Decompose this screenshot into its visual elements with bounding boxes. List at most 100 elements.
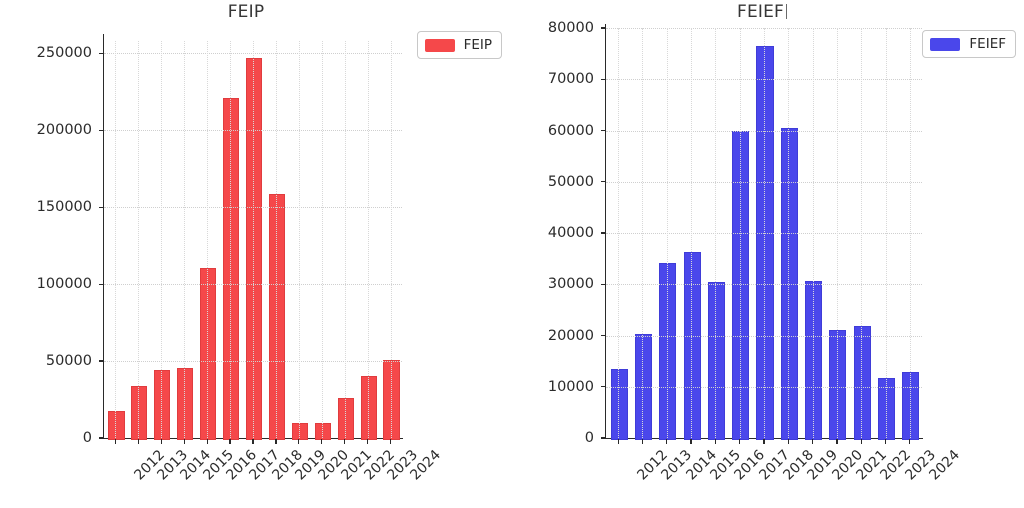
legend-label-feief: FEIEF <box>969 36 1006 52</box>
x-tick-mark <box>183 439 185 444</box>
bar[interactable] <box>853 326 871 440</box>
y-tick-mark <box>601 27 606 29</box>
gridline-vertical <box>715 28 717 438</box>
gridline-vertical <box>275 41 277 438</box>
gridline-vertical <box>812 28 814 438</box>
y-tick-mark <box>601 129 606 132</box>
x-tick-mark <box>160 439 162 444</box>
y-tick-label: 60000 <box>547 122 594 139</box>
gridline-vertical <box>739 28 741 438</box>
x-tick-mark <box>206 439 208 444</box>
chart-title-right-text: FEIEF <box>736 2 785 22</box>
gridline-vertical <box>298 41 300 438</box>
x-tick-mark <box>739 439 741 444</box>
gridline-vertical <box>861 28 863 438</box>
x-tick-mark <box>641 439 644 444</box>
x-tick-mark <box>344 439 346 444</box>
y-tick-label: 10000 <box>547 378 594 395</box>
y-tick-label: 0 <box>584 430 594 446</box>
bar[interactable] <box>222 97 240 440</box>
chart-title-left: FEIP <box>227 2 265 22</box>
x-tick-mark <box>321 439 323 444</box>
y-tick-mark <box>601 437 606 439</box>
x-tick-mark <box>763 439 765 444</box>
chart-panel-feief: FEIEF 0 10000 20000 30000 40000 50000 60000 700… <box>512 0 1024 508</box>
gridline-vertical <box>321 41 323 438</box>
y-tick-mark <box>99 52 104 54</box>
y-tick-mark <box>99 437 104 439</box>
bar[interactable] <box>707 282 725 440</box>
gridline-vertical <box>885 28 887 438</box>
x-tick-mark <box>617 439 619 444</box>
x-tick-mark <box>114 439 117 444</box>
x-tick-mark <box>229 439 231 444</box>
bar[interactable] <box>683 252 701 440</box>
bar[interactable] <box>200 267 217 440</box>
legend-swatch-icon-feip <box>424 38 455 52</box>
x-tick-mark <box>137 439 139 444</box>
bar[interactable] <box>732 131 750 440</box>
bar[interactable] <box>805 281 823 440</box>
y-tick-label: 150000 <box>36 199 92 216</box>
bar[interactable] <box>610 369 628 440</box>
legend-swatch-icon-feief <box>930 37 961 51</box>
y-axis-line-left <box>103 34 105 439</box>
y-tick-label: 20000 <box>547 327 594 344</box>
bar[interactable] <box>780 128 798 440</box>
gridline-vertical <box>344 41 346 438</box>
y-tick-mark <box>601 232 606 234</box>
y-tick-mark <box>601 334 606 337</box>
x-tick-mark <box>298 439 300 444</box>
x-tick-mark <box>690 439 692 444</box>
x-tick-mark <box>389 439 392 444</box>
gridline-vertical <box>764 28 765 438</box>
gridline-vertical <box>207 41 209 438</box>
x-tick-mark <box>367 439 369 444</box>
y-tick-label: 30000 <box>547 276 594 293</box>
x-tick-mark <box>836 439 838 444</box>
text-caret-icon <box>786 4 788 19</box>
y-tick-label: 200000 <box>36 122 92 139</box>
y-tick-mark <box>99 360 104 362</box>
x-tick-mark <box>909 439 911 444</box>
x-tick-mark <box>666 439 668 444</box>
y-tick-label: 0 <box>82 430 92 446</box>
gridline-vertical <box>253 41 254 438</box>
x-tick-mark <box>714 439 716 444</box>
gridline-vertical <box>161 41 163 438</box>
y-tick-label: 100000 <box>36 276 92 293</box>
bar[interactable] <box>878 377 896 440</box>
gridline-vertical <box>618 28 620 438</box>
legend-label-feip: FEIP <box>463 37 492 53</box>
chart-panel-feip: FEIP 0 50000 100000 150000 200000 250000 2012… <box>36 2 502 484</box>
y-tick-label: 70000 <box>547 71 594 88</box>
x-tick-mark <box>275 439 277 444</box>
y-tick-label: 80000 <box>547 20 594 36</box>
gridline-vertical <box>184 41 186 438</box>
legend-left[interactable]: FEIP <box>416 31 502 59</box>
x-tick-mark <box>252 439 254 444</box>
gridline-vertical <box>836 28 838 438</box>
legend-right[interactable]: FEIEF <box>922 30 1016 58</box>
y-tick-mark <box>99 283 104 285</box>
y-tick-mark <box>601 181 606 183</box>
y-tick-label: 250000 <box>36 45 92 62</box>
y-tick-mark <box>99 206 104 208</box>
chart-title-right: FEIEF <box>512 2 1024 22</box>
x-tick-mark <box>787 439 789 444</box>
y-tick-mark <box>601 386 606 388</box>
gridline-vertical <box>367 41 369 438</box>
gridline-vertical <box>642 28 644 438</box>
y-tick-mark <box>99 129 104 131</box>
gridline-vertical <box>691 28 693 438</box>
x-tick-mark <box>812 439 814 444</box>
y-tick-label: 40000 <box>547 225 594 241</box>
y-tick-label: 50000 <box>45 353 92 370</box>
gridline-vertical <box>115 41 117 438</box>
gridline-vertical <box>788 28 790 438</box>
x-tick-mark <box>884 439 887 444</box>
gridline-vertical <box>138 41 140 438</box>
x-tick-mark <box>860 439 862 444</box>
y-axis-line-right <box>605 24 607 439</box>
